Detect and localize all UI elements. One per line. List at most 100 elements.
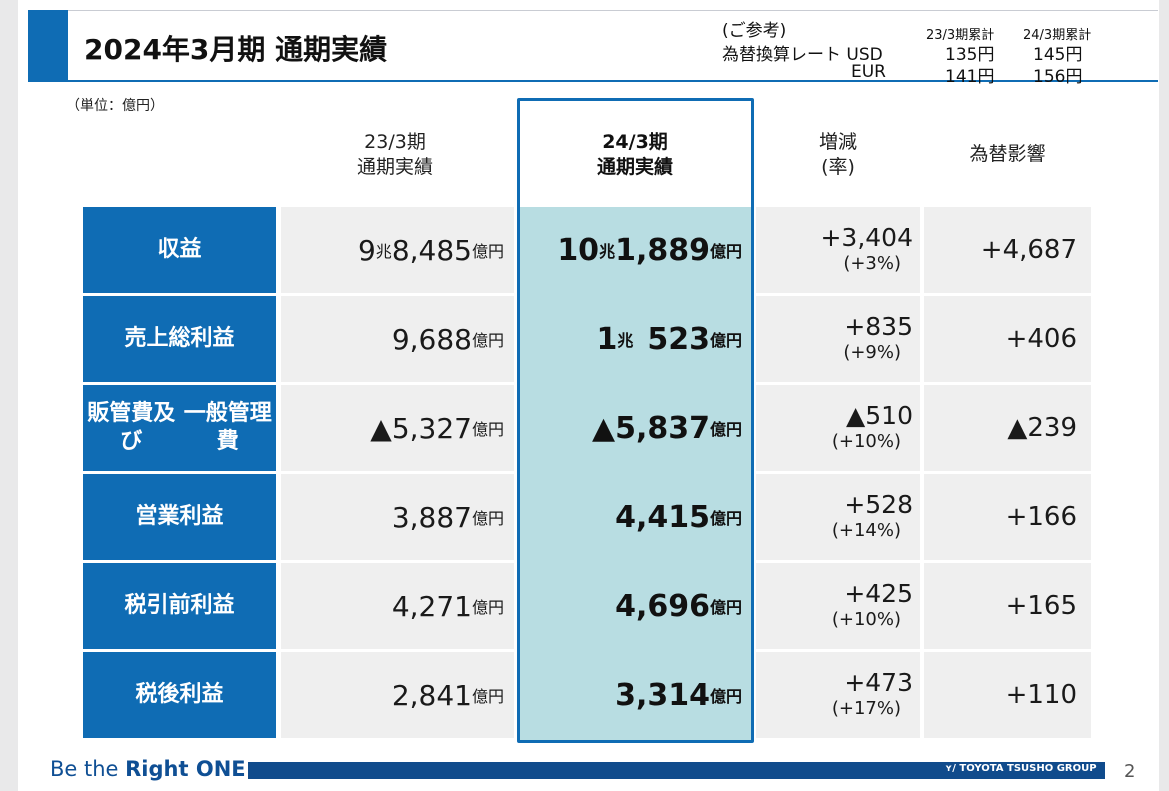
prev-unit: 億円 [471, 598, 504, 617]
change-cell: +3,404 (+3%) [756, 207, 913, 293]
row-label: 営業利益 [83, 474, 276, 560]
table-cell-bg [281, 296, 514, 382]
curr-main: 4,415 [615, 499, 710, 535]
change-cell: ▲510 (+10%) [756, 385, 913, 471]
table-cell-bg [756, 652, 920, 738]
curr-period-value: 1 兆 523 億円 [520, 296, 742, 382]
fx-col-curr: 24/3期累計 [1023, 28, 1092, 43]
prev-period-value: 9,688 億円 [281, 296, 504, 382]
curr-period-value: 4,696 億円 [520, 563, 742, 649]
prev-period-value: 3,887 億円 [281, 474, 504, 560]
col-header-curr-line1: 24/3期 [602, 131, 668, 153]
change-cell: +528 (+14%) [756, 474, 913, 560]
fx-usd-prev: 135円 [945, 45, 995, 65]
change-amount: +425 [844, 579, 913, 608]
footer-bar [248, 762, 1105, 779]
prev-unit: 億円 [471, 509, 504, 528]
table-cell-bg [924, 474, 1091, 560]
row-label-line: 販管費及び [87, 401, 176, 454]
row-label: 売上総利益 [83, 296, 276, 382]
row-label-line: 一般管理費 [183, 401, 272, 454]
change-rate: (+10%) [831, 431, 901, 452]
prev-period-value: 9 兆 8,485 億円 [281, 207, 504, 293]
footer-tagline-bold: Right ONE [125, 757, 246, 781]
prev-main: 2,841 [391, 678, 472, 712]
table-cell-bg [281, 207, 514, 293]
curr-trillion: 1 [596, 321, 618, 357]
change-rate: (+10%) [831, 609, 901, 630]
fx-eur-label: EUR [851, 62, 886, 82]
change-cell: +425 (+10%) [756, 563, 913, 649]
row-label-line: 収益 [157, 237, 202, 262]
curr-main: 1,889 [615, 232, 710, 268]
table-cell-bg [281, 563, 514, 649]
col-header-prev-line1: 23/3期 [364, 131, 426, 153]
prev-trillion: 9 [357, 233, 376, 267]
prev-main: ▲5,327 [370, 411, 472, 445]
curr-period-value: ▲5,837 億円 [520, 385, 742, 471]
title-accent-bar [28, 10, 68, 82]
col-header-curr: 24/3期 通期実績 [540, 130, 730, 180]
change-cell: +835 (+9%) [756, 296, 913, 382]
prev-main: 4,271 [391, 589, 472, 623]
prev-main: 3,887 [391, 500, 472, 534]
change-rate: (+14%) [831, 520, 901, 541]
row-label-line: 税引前利益 [124, 593, 235, 618]
row-label: 収益 [83, 207, 276, 293]
prev-period-value: ▲5,327 億円 [281, 385, 504, 471]
company-logo: ʏ/ TOYOTA TSUSHO GROUP [945, 763, 1097, 774]
table-cell-bg [281, 474, 514, 560]
table-cell-bg [756, 385, 920, 471]
prev-unit: 億円 [471, 242, 504, 261]
footer-tagline: Be the Right ONE [50, 757, 246, 781]
table-cell-bg [756, 207, 920, 293]
prev-main: 8,485 [391, 233, 472, 267]
curr-unit: 億円 [709, 509, 742, 528]
change-amount: +473 [844, 668, 913, 697]
curr-unit: 億円 [709, 242, 742, 261]
curr-period-value: 3,314 億円 [520, 652, 742, 738]
table-cell-bg [756, 563, 920, 649]
fx-effect-value: +165 [1005, 591, 1077, 621]
curr-unit: 億円 [709, 420, 742, 439]
fx-usd-curr: 145円 [1033, 45, 1083, 65]
title-box [68, 10, 1158, 82]
row-label-line: 営業利益 [135, 504, 224, 529]
curr-main: 3,314 [615, 677, 710, 713]
row-label-line: 税後利益 [135, 682, 224, 707]
curr-unit: 億円 [709, 331, 742, 350]
fx-effect-value: ▲239 [1007, 413, 1077, 443]
fx-col-prev: 23/3期累計 [926, 28, 995, 43]
curr-period-value: 4,415 億円 [520, 474, 742, 560]
table-cell-bg [924, 385, 1091, 471]
table-cell-bg [756, 296, 920, 382]
prev-main: 9,688 [391, 322, 472, 356]
curr-main: 4,696 [615, 588, 710, 624]
prev-unit: 億円 [471, 331, 504, 350]
row-label-line: 売上総利益 [124, 326, 235, 351]
curr-trillion-unit: 兆 [599, 242, 616, 261]
curr-main: 523 [647, 321, 710, 357]
row-label: 税後利益 [83, 652, 276, 738]
curr-period-value: 10 兆 1,889 億円 [520, 207, 742, 293]
fx-effect-value: +110 [1005, 680, 1077, 710]
table-cell-bg [281, 385, 514, 471]
prev-unit: 億円 [471, 687, 504, 706]
fx-usd-label: 為替換算レート USD [722, 45, 883, 65]
change-rate: (+3%) [843, 253, 901, 274]
footer-tagline-prefix: Be the [50, 757, 126, 781]
col-header-change: 増減 (率) [770, 130, 906, 180]
col-header-prev: 23/3期 通期実績 [300, 130, 490, 180]
page-number: 2 [1124, 761, 1136, 782]
table-cell-bg [924, 652, 1091, 738]
curr-main: ▲5,837 [592, 410, 710, 446]
col-header-fx: 為替影響 [969, 143, 1046, 165]
change-amount: +528 [844, 490, 913, 519]
col-header-change-line1: 増減 [818, 131, 857, 153]
page-title: 2024年3月期 通期実績 [84, 33, 388, 66]
logo-mark-icon: ʏ/ [945, 763, 960, 774]
fx-eur-prev: 141円 [945, 67, 995, 87]
prev-period-value: 4,271 億円 [281, 563, 504, 649]
curr-unit: 億円 [709, 598, 742, 617]
prev-unit: 億円 [471, 420, 504, 439]
